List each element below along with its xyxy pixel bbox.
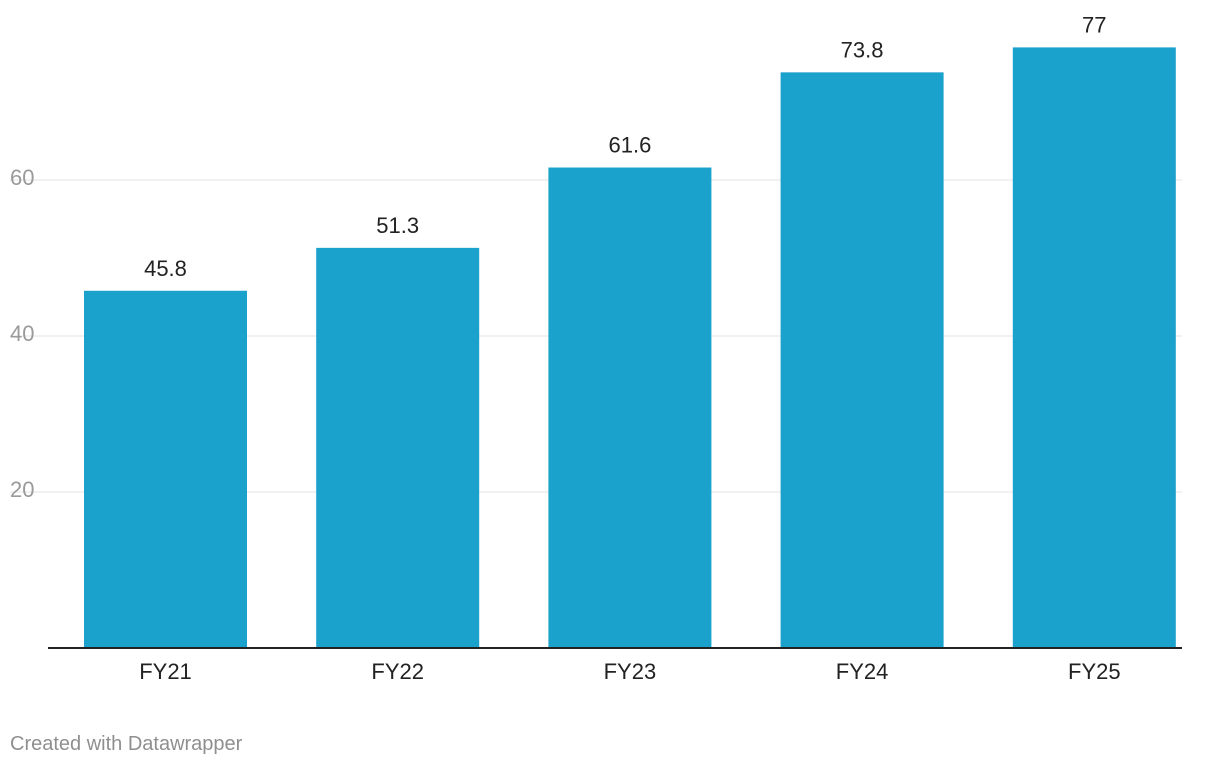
y-tick-label: 20 xyxy=(10,477,34,502)
x-tick-label-fy24: FY24 xyxy=(836,659,889,684)
bar-fy21 xyxy=(84,290,247,648)
data-label-fy21: 45.8 xyxy=(144,256,187,281)
data-label-fy25: 77 xyxy=(1082,12,1106,37)
bars xyxy=(84,47,1176,649)
x-tick-label-fy21: FY21 xyxy=(139,659,192,684)
data-label-fy23: 61.6 xyxy=(608,133,651,158)
bar-fy24 xyxy=(780,72,944,649)
credit-text: Created with Datawrapper xyxy=(10,733,243,755)
x-tick-label-fy23: FY23 xyxy=(604,659,657,684)
bar-fy23 xyxy=(548,167,712,648)
y-tick-label: 60 xyxy=(10,165,34,190)
y-tick-label: 40 xyxy=(10,321,34,346)
bar-fy22 xyxy=(316,247,480,649)
x-tick-label-fy22: FY22 xyxy=(371,659,424,684)
data-labels: 45.8 51.3 61.6 73.8 77 xyxy=(144,12,1106,280)
x-tick-label-fy25: FY25 xyxy=(1068,659,1121,684)
x-axis: FY21 FY22 FY23 FY24 FY25 xyxy=(48,647,1182,684)
data-label-fy22: 51.3 xyxy=(376,213,419,238)
bar-fy25 xyxy=(1012,47,1176,648)
data-label-fy24: 73.8 xyxy=(841,37,884,62)
